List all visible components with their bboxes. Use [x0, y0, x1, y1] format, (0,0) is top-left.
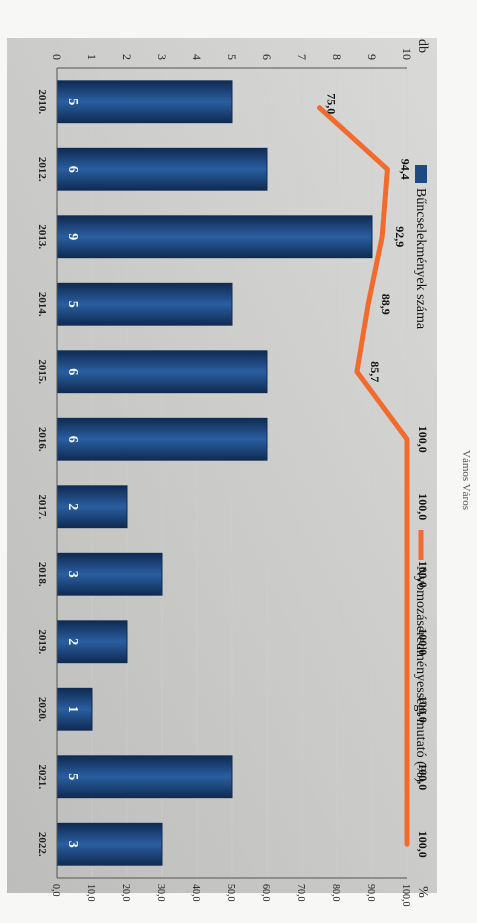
bar-value-label: 2	[65, 503, 80, 510]
y-left-unit-label: db	[415, 39, 430, 53]
header-fragment: Vámos Város	[460, 450, 472, 510]
y-left-tick-label: 0	[50, 54, 64, 60]
line-value-label: 85,7	[368, 361, 382, 382]
x-tick-label: 2018.	[36, 562, 48, 587]
y-right-tick-label: 10,0	[85, 884, 96, 902]
y-right-tick-label: 90,0	[365, 884, 376, 902]
line-value-label: 94,4	[398, 159, 412, 180]
bar	[56, 350, 268, 394]
y-right-tick-label: 40,0	[190, 884, 201, 902]
line-value-label: 100,0	[416, 561, 430, 588]
x-tick-label: 2022.	[36, 832, 48, 857]
bar-value-label: 5	[65, 773, 80, 780]
x-tick-label: 2010.	[36, 89, 48, 114]
y-right-tick-label: 30,0	[155, 884, 166, 902]
y-left-tick-label: 1	[85, 54, 99, 60]
y-right-unit-label: %	[415, 886, 430, 898]
line-value-label: 100,0	[416, 763, 430, 790]
x-tick-label: 2013.	[36, 224, 48, 249]
line-value-label: 75,0	[325, 93, 339, 114]
line-value-label: 100,0	[416, 696, 430, 723]
y-right-tick-label: 100,0	[400, 884, 411, 907]
bar-value-label: 6	[65, 436, 80, 443]
y-right-tick-label: 20,0	[120, 884, 131, 902]
bar-value-label: 2	[65, 638, 80, 645]
line-value-label: 88,9	[379, 294, 393, 315]
legend: Bűncselekmények száma Nyomozáseredményess…	[413, 165, 472, 782]
bar-value-label: 5	[65, 301, 80, 308]
bar	[56, 755, 233, 799]
y-left-tick-label: 8	[330, 54, 344, 60]
y-left-tick-label: 2	[120, 54, 134, 60]
bar	[56, 80, 233, 124]
y-left-tick-label: 6	[260, 54, 274, 60]
line-value-label: 92,9	[393, 226, 407, 247]
x-tick-label: 2021.	[36, 764, 48, 789]
bar-value-label: 5	[65, 98, 80, 105]
bar-value-label: 3	[65, 571, 80, 578]
y-right-tick-label: 60,0	[260, 884, 271, 902]
line-value-label: 100,0	[416, 628, 430, 655]
y-right-tick-label: 50,0	[225, 884, 236, 902]
x-tick-label: 2019.	[36, 629, 48, 654]
bar	[56, 215, 373, 259]
x-tick-label: 2014.	[36, 292, 48, 317]
x-tick-label: 2012.	[36, 157, 48, 182]
y-left-tick-label: 4	[190, 54, 204, 60]
bar-value-label: 6	[65, 166, 80, 173]
y-left-tick-label: 5	[225, 54, 239, 60]
axes: 0 1 2 3 4 5 6 7 8 9 100,0 10,0 20,0 30,0 40,0 50,0 60,0 7…	[50, 39, 430, 907]
line-value-label: 100,0	[416, 831, 430, 858]
line-series-path	[317, 105, 410, 847]
y-right-tick-label: 80,0	[330, 884, 341, 902]
x-tick-label: 2016.	[36, 427, 48, 452]
y-right-tick-label: 0,0	[50, 884, 61, 897]
bar	[56, 417, 268, 461]
y-left-tick-label: 7	[295, 54, 309, 60]
line-value-label: 100,0	[416, 493, 430, 520]
bar-value-label: 6	[65, 368, 80, 375]
y-right-tick-label: 70,0	[295, 884, 306, 902]
legend-line-label: Nyomozáseredményességi mutató (%)	[413, 566, 428, 782]
bar-value-label: 9	[65, 233, 80, 240]
x-tick-label: 2017.	[36, 494, 48, 519]
line-value-label: 100,0	[416, 426, 430, 453]
x-tick-label: 2015.	[36, 359, 48, 384]
y-left-tick-label: 10	[400, 48, 414, 60]
bar-value-label: 1	[65, 706, 80, 713]
y-left-tick-label: 3	[155, 54, 169, 60]
legend-bar-swatch	[415, 165, 427, 183]
legend-bar-label: Bűncselekmények száma	[413, 188, 428, 330]
line-series: 75,0 94,4 92,9 88,9 85,7 100,0 100,0 100,0 100,0…	[317, 93, 430, 858]
x-tick-label: 2020.	[36, 697, 48, 722]
bar	[56, 147, 268, 191]
bars: 5 2010. 6 2012. 9 2013. 5 2014. 6 2015. 6 2016. 2 201…	[36, 80, 373, 866]
y-left-tick-label: 9	[365, 54, 379, 60]
bar-value-label: 3	[65, 841, 80, 848]
bar	[56, 282, 233, 326]
